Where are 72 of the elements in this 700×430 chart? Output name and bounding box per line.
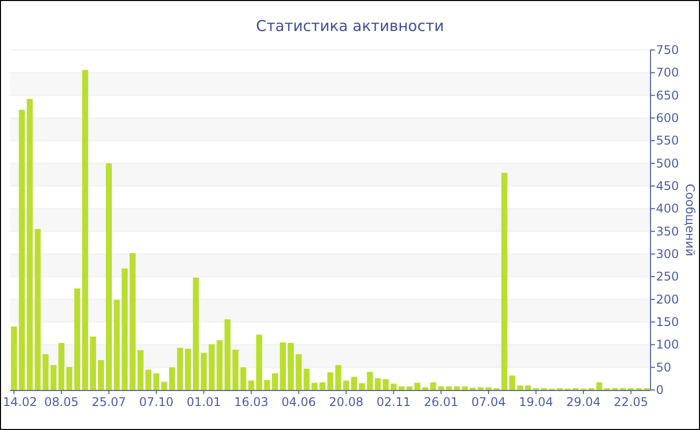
x-tick-label: 22.05: [614, 395, 648, 409]
y-tick-label: 100: [656, 338, 679, 352]
y-tick-label: 700: [656, 66, 679, 80]
x-tick-label: 16.03: [234, 395, 268, 409]
bar: [398, 386, 405, 390]
bar: [312, 382, 318, 390]
bar: [106, 163, 112, 390]
y-tick-label: 250: [656, 270, 679, 284]
y-tick-label: 350: [656, 224, 679, 238]
bar: [390, 384, 397, 390]
bar: [272, 373, 278, 390]
bar: [280, 342, 286, 390]
y-axis-title: Сообщений: [683, 184, 697, 256]
x-tick-label: 04.06: [282, 395, 316, 409]
y-tick-label: 650: [656, 88, 679, 102]
bar: [478, 387, 484, 390]
bar: [327, 372, 334, 390]
bar: [169, 367, 176, 390]
bar: [130, 253, 136, 390]
y-tick-label: 400: [656, 202, 679, 216]
bar: [18, 110, 25, 390]
bar: [414, 382, 420, 390]
bar: [10, 326, 17, 390]
bar: [232, 350, 238, 390]
bar: [50, 365, 57, 390]
x-tick-label: 20.08: [328, 395, 364, 409]
x-tick-label: 08.05: [44, 395, 79, 409]
y-tick-label: 0: [656, 383, 664, 397]
bar: [446, 386, 452, 390]
bar: [358, 383, 365, 390]
bar: [90, 336, 96, 390]
bar: [501, 172, 508, 390]
bar: [58, 342, 64, 390]
bar: [406, 386, 412, 390]
y-tick-label: 200: [656, 292, 679, 306]
bar: [304, 368, 310, 390]
y-tick-label: 300: [656, 247, 679, 261]
y-tick-label: 50: [656, 360, 672, 374]
y-tick-label: 150: [656, 315, 679, 329]
bar: [525, 385, 532, 390]
y-tick-label: 450: [656, 179, 679, 193]
bar: [264, 380, 270, 390]
x-tick-label: 14.02: [2, 395, 38, 409]
y-tick-label: 500: [656, 156, 679, 170]
x-tick-label: 07.04: [471, 395, 506, 409]
bar: [454, 386, 460, 390]
x-tick-label: 07.10: [139, 395, 174, 409]
bar: [177, 348, 184, 390]
bar: [98, 360, 104, 390]
y-tick-label: 600: [656, 111, 679, 125]
bar: [438, 386, 444, 390]
x-tick-label: 01.01: [186, 395, 221, 409]
bar: [366, 372, 373, 390]
x-tick-label: 19.04: [518, 395, 554, 409]
bar: [224, 319, 231, 390]
bar: [82, 70, 88, 390]
bar: [216, 340, 223, 390]
bar: [486, 387, 492, 390]
y-tick-label: 550: [656, 134, 679, 148]
x-tick-label: 02.11: [376, 395, 411, 409]
bar: [351, 376, 358, 390]
bar: [192, 278, 199, 390]
y-tick-label: 750: [656, 43, 679, 57]
bar: [42, 354, 49, 390]
x-tick-label: 25.07: [92, 395, 126, 409]
chart-title: Статистика активности: [256, 17, 444, 35]
x-tick-label: 26.01: [424, 395, 458, 409]
bar: [319, 382, 326, 390]
x-tick-label: 29.04: [566, 395, 601, 409]
bar: [145, 370, 152, 390]
bar: [184, 348, 191, 390]
bar: [138, 350, 144, 390]
